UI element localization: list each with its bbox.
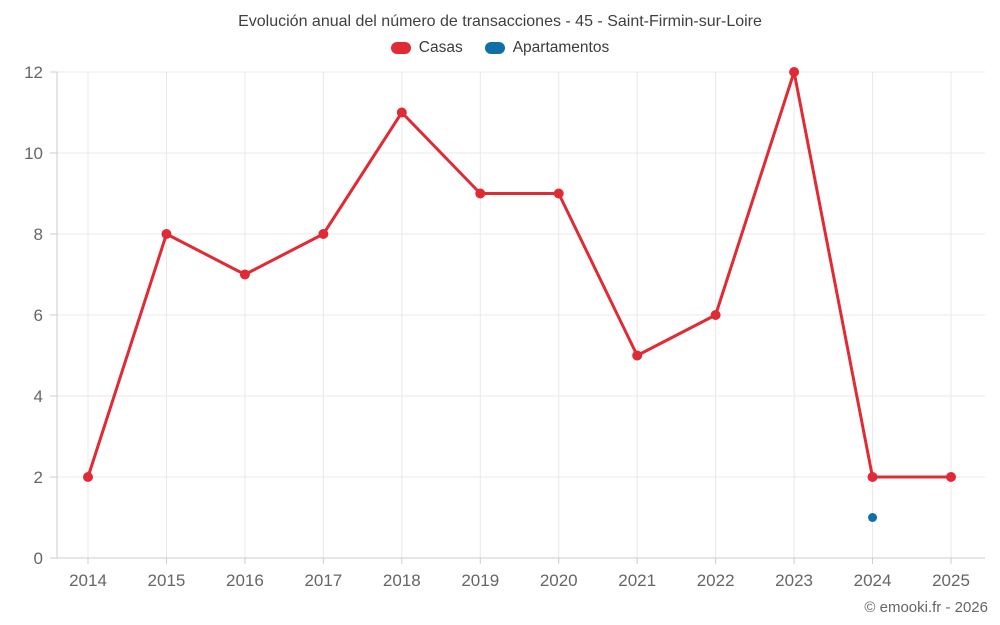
copyright-footer: © emooki.fr - 2026 bbox=[864, 599, 988, 616]
point-casas-2019[interactable] bbox=[475, 188, 486, 199]
point-casas-2025[interactable] bbox=[946, 472, 956, 482]
y-tick-label: 8 bbox=[34, 225, 43, 244]
point-apartamentos-2024[interactable] bbox=[868, 513, 878, 522]
y-tick-label: 2 bbox=[34, 468, 43, 487]
x-tick-label: 2025 bbox=[932, 571, 970, 590]
x-tick-label: 2023 bbox=[775, 571, 813, 590]
point-casas-2023[interactable] bbox=[789, 67, 800, 77]
point-casas-2021[interactable] bbox=[632, 350, 643, 361]
point-casas-2014[interactable] bbox=[83, 472, 93, 482]
series-line-casas bbox=[86, 70, 953, 479]
chart-legend: Casas Apartamentos bbox=[0, 39, 1000, 57]
x-tick-label: 2014 bbox=[69, 571, 107, 590]
x-tick-label: 2015 bbox=[148, 571, 186, 590]
y-tick-label: 10 bbox=[24, 144, 43, 163]
y-tick-label: 6 bbox=[34, 306, 43, 325]
legend-label-casas: Casas bbox=[418, 39, 463, 56]
x-tick-label: 2024 bbox=[854, 571, 892, 590]
point-casas-2015[interactable] bbox=[161, 229, 172, 239]
chart-title: Evolución anual del número de transaccio… bbox=[238, 13, 762, 30]
legend-item-apartamentos[interactable]: Apartamentos bbox=[484, 39, 610, 57]
legend-label-apartamentos: Apartamentos bbox=[512, 39, 610, 56]
point-casas-2016[interactable] bbox=[239, 269, 250, 280]
x-tick-label: 2021 bbox=[618, 571, 656, 590]
x-tick-label: 2019 bbox=[461, 571, 499, 590]
x-tick-label: 2020 bbox=[540, 571, 578, 590]
point-casas-2020[interactable] bbox=[553, 188, 564, 199]
point-casas-2022[interactable] bbox=[710, 310, 721, 320]
x-tick-label: 2017 bbox=[304, 571, 342, 590]
legend-swatch-apartamentos-icon bbox=[484, 42, 505, 54]
x-tick-label: 2022 bbox=[697, 571, 735, 590]
point-casas-2017[interactable] bbox=[318, 229, 329, 239]
x-tick-label: 2016 bbox=[226, 571, 264, 590]
x-tick-label: 2018 bbox=[383, 571, 421, 590]
y-tick-label: 12 bbox=[24, 63, 43, 82]
point-casas-2024[interactable] bbox=[867, 472, 878, 482]
legend-item-casas[interactable]: Casas bbox=[390, 39, 463, 57]
point-casas-2018[interactable] bbox=[396, 107, 407, 118]
legend-swatch-casas-icon bbox=[390, 42, 411, 54]
y-tick-label: 4 bbox=[34, 387, 43, 406]
y-tick-label: 0 bbox=[34, 549, 43, 568]
